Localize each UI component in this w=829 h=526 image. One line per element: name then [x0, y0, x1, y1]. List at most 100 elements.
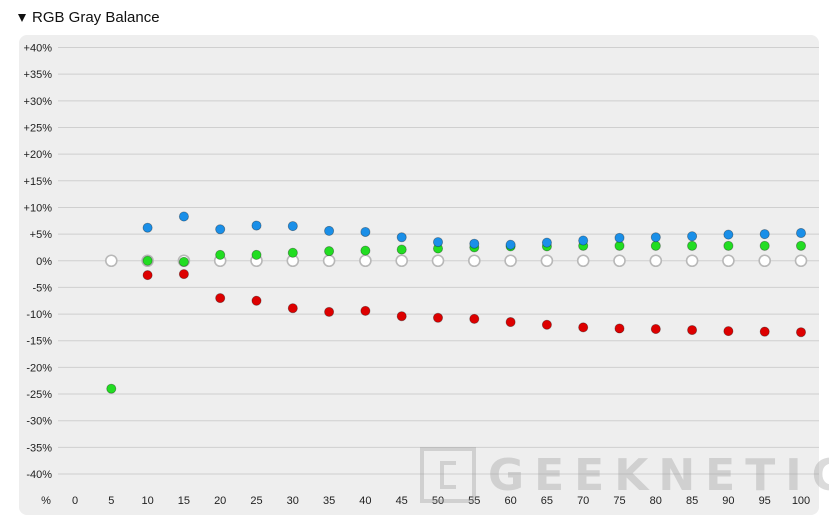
x-tick-label: 60	[504, 495, 516, 507]
data-point	[432, 237, 443, 248]
x-tick-label: 40	[359, 495, 371, 507]
y-tick-label: -15%	[26, 336, 52, 348]
data-point	[360, 245, 371, 256]
y-tick-label: -25%	[26, 389, 52, 401]
y-tick-label: -30%	[26, 416, 52, 428]
data-point	[687, 231, 698, 242]
data-point	[251, 220, 262, 231]
reference-point	[322, 254, 336, 268]
data-point	[505, 317, 516, 328]
data-point	[178, 211, 189, 222]
data-point	[396, 244, 407, 255]
y-tick-label: +10%	[24, 202, 53, 214]
data-point	[142, 270, 153, 281]
data-point	[324, 306, 335, 317]
data-point	[759, 240, 770, 251]
y-tick-label: -5%	[32, 282, 52, 294]
data-point	[650, 232, 661, 243]
reference-point	[576, 254, 590, 268]
x-tick-label: 0	[72, 495, 78, 507]
data-point	[723, 326, 734, 337]
reference-point	[359, 254, 372, 268]
y-tick-label: -40%	[26, 469, 52, 481]
data-point	[142, 255, 153, 266]
x-tick-label: 55	[468, 495, 480, 507]
x-tick-label: 45	[396, 495, 408, 507]
data-point	[541, 237, 552, 248]
data-point	[505, 239, 516, 250]
data-point	[687, 240, 698, 251]
y-tick-label: -20%	[26, 362, 52, 374]
data-point	[106, 383, 117, 394]
data-point	[324, 225, 335, 236]
data-point	[432, 312, 443, 323]
reference-point	[794, 254, 808, 268]
y-tick-label: +35%	[24, 69, 53, 81]
x-axis-label: %	[41, 495, 51, 507]
y-tick-label: +15%	[24, 176, 53, 188]
data-points	[105, 211, 808, 394]
x-tick-label: 65	[541, 495, 553, 507]
data-point	[215, 224, 226, 235]
x-tick-label: 85	[686, 495, 698, 507]
x-tick-labels: % 0 5 10 15 20 25 30 35 40 45 50 55 60 65 70 75 80 85 90 95 1…	[41, 495, 810, 507]
x-tick-label: 15	[178, 495, 190, 507]
x-tick-label: 75	[613, 495, 625, 507]
data-point	[360, 305, 371, 316]
x-tick-label: 5	[108, 495, 114, 507]
data-point	[360, 226, 371, 237]
y-tick-label: +5%	[30, 229, 53, 241]
x-tick-label: 30	[287, 495, 299, 507]
chart-header[interactable]: RGB Gray Balance	[18, 6, 160, 28]
data-point	[796, 240, 807, 251]
x-tick-label: 70	[577, 495, 589, 507]
y-tick-label: 0%	[36, 256, 52, 268]
data-point	[142, 222, 153, 233]
data-point	[287, 247, 298, 258]
data-point	[759, 229, 770, 240]
x-tick-label: 50	[432, 495, 444, 507]
y-tick-label: -10%	[26, 309, 52, 321]
data-point	[324, 246, 335, 257]
reference-point	[467, 254, 481, 268]
data-point	[215, 293, 226, 304]
collapse-triangle-icon[interactable]	[18, 13, 26, 22]
reference-point	[395, 254, 409, 268]
y-tick-label: +20%	[24, 149, 53, 161]
y-tick-labels: +40% +35% +30% +25% +20% +15% +10% +5% 0% -5% -10%…	[24, 43, 53, 482]
data-point	[723, 229, 734, 240]
reference-point	[613, 254, 626, 268]
chart-title: RGB Gray Balance	[32, 8, 160, 26]
x-tick-label: 90	[722, 495, 734, 507]
reference-point	[431, 254, 445, 268]
reference-point	[105, 254, 118, 268]
data-point	[614, 232, 625, 243]
x-tick-label: 95	[759, 495, 771, 507]
x-tick-label: 80	[650, 495, 662, 507]
data-point	[578, 235, 589, 246]
geeknetic-logo-icon	[420, 447, 476, 503]
data-point	[759, 326, 770, 337]
data-point	[287, 221, 298, 232]
y-tick-label: -35%	[26, 442, 52, 454]
data-point	[541, 319, 552, 330]
reference-point	[540, 254, 554, 268]
data-point	[578, 322, 589, 333]
data-point	[614, 323, 625, 334]
x-tick-label: 100	[792, 495, 810, 507]
data-point	[796, 228, 807, 239]
y-tick-label: +25%	[24, 122, 53, 134]
watermark-text: GEEKNETIC	[488, 449, 829, 501]
reference-point	[504, 254, 517, 268]
data-point	[469, 313, 480, 324]
data-point	[178, 269, 189, 280]
data-point	[215, 249, 226, 260]
watermark: GEEKNETIC	[420, 445, 829, 505]
data-point	[251, 249, 262, 260]
data-point	[178, 256, 189, 267]
data-point	[796, 327, 807, 338]
data-point	[469, 238, 480, 249]
data-point	[396, 232, 407, 243]
data-point	[687, 325, 698, 336]
y-tick-label: +30%	[24, 96, 53, 108]
